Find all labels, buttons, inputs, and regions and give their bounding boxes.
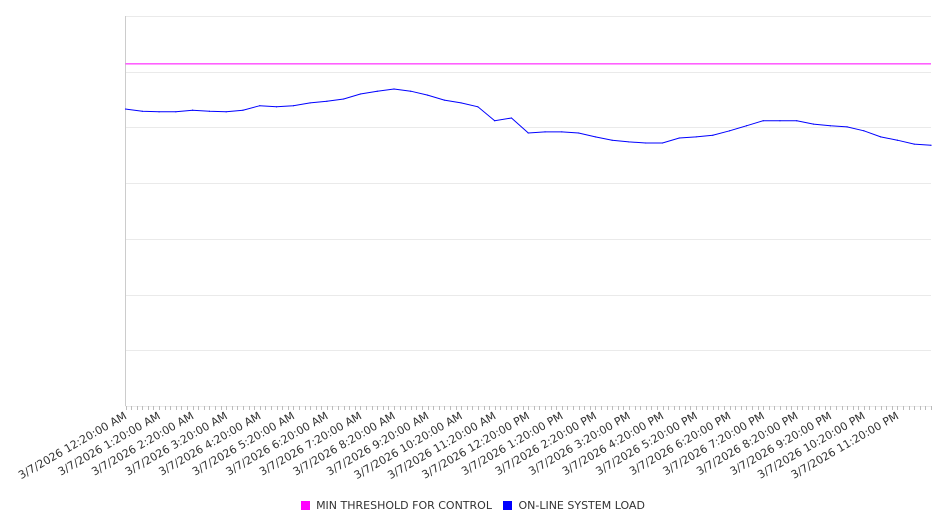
system-load-point (779, 120, 781, 122)
line-chart: 3/7/2026 12:20:00 AM3/7/2026 1:20:00 AM3… (16, 16, 932, 482)
system-load-point (695, 136, 697, 138)
system-load-point (158, 111, 160, 113)
system-load-point (712, 134, 714, 136)
system-load-point (477, 106, 479, 108)
system-load-line (125, 88, 932, 146)
gridlines (125, 16, 931, 407)
system-load-point (175, 111, 177, 113)
system-load-point (577, 132, 580, 134)
system-load-point (896, 139, 899, 141)
system-load-point (309, 102, 311, 104)
legend-label-threshold: MIN THRESHOLD FOR CONTROL (316, 499, 492, 512)
system-load-point (561, 131, 563, 133)
system-load-point (594, 136, 596, 138)
system-load-point (343, 98, 345, 100)
legend-swatch-threshold (301, 501, 311, 510)
system-load-point (645, 142, 647, 144)
system-load-point (225, 111, 227, 113)
system-load-point (863, 130, 865, 132)
system-load-point (745, 125, 748, 127)
system-load-point (242, 109, 244, 111)
system-load-point (678, 137, 680, 139)
system-load-point (611, 139, 613, 141)
system-load-point (393, 88, 395, 90)
legend-item-load[interactable]: ON-LINE SYSTEM LOAD (503, 499, 645, 512)
system-load-point (812, 123, 815, 125)
system-load-point (544, 131, 546, 133)
system-load-point (913, 143, 915, 145)
system-load-point (829, 125, 831, 127)
system-load-point (880, 136, 882, 138)
system-load-point (930, 144, 932, 146)
legend-label-load: ON-LINE SYSTEM LOAD (518, 499, 645, 512)
system-load-point (292, 105, 294, 107)
system-load-point (729, 130, 731, 132)
system-load-point (410, 90, 412, 92)
system-load-point (192, 109, 194, 111)
system-load-point (443, 99, 445, 101)
system-load-point (494, 120, 496, 122)
legend: MIN THRESHOLD FOR CONTROL ON-LINE SYSTEM… (0, 499, 946, 513)
system-load-point (527, 132, 529, 134)
system-load-point (426, 94, 429, 96)
system-load-point (661, 142, 664, 144)
system-load-point (124, 108, 127, 110)
system-load-point (275, 106, 278, 108)
system-load-point (628, 141, 630, 143)
legend-swatch-load (503, 501, 513, 510)
system-load-point (796, 120, 798, 122)
x-minor-ticks (126, 406, 932, 410)
system-load-point (326, 100, 328, 102)
system-load-point (510, 117, 513, 119)
legend-item-threshold[interactable]: MIN THRESHOLD FOR CONTROL (301, 499, 492, 512)
system-load-point (460, 102, 462, 104)
series-group (124, 63, 932, 146)
system-load-point (376, 90, 378, 92)
system-load-point (762, 120, 764, 122)
system-load-point (846, 126, 848, 128)
system-load-point (259, 105, 261, 107)
system-load-point (208, 110, 211, 112)
system-load-point (359, 93, 362, 95)
x-tick-labels: 3/7/2026 12:20:00 AM3/7/2026 1:20:00 AM3… (16, 409, 901, 482)
system-load-point (141, 110, 143, 112)
